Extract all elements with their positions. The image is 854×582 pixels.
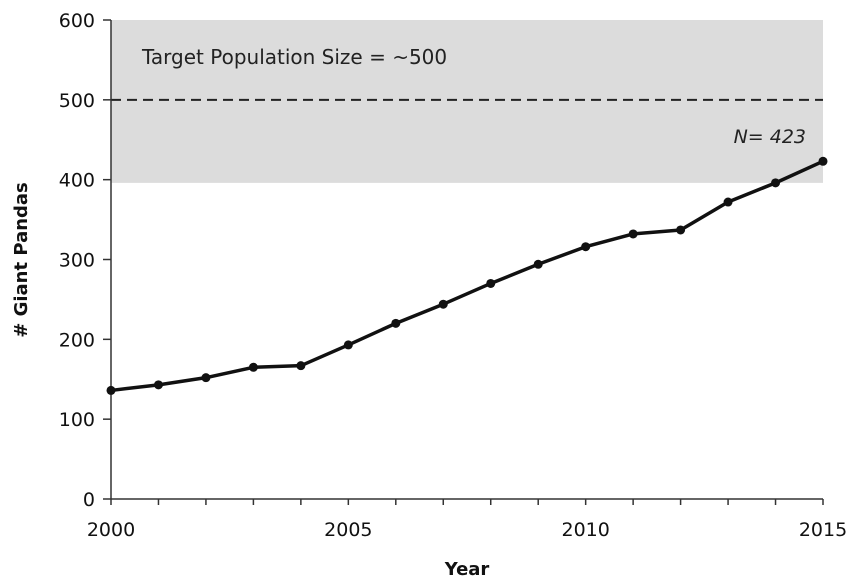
y-tick-label: 300 xyxy=(59,250,95,272)
x-axis: 2000 2005 2010 2015 xyxy=(87,498,847,541)
series-line xyxy=(110,159,824,393)
x-tick-label: 2005 xyxy=(324,519,372,541)
data-point xyxy=(201,373,211,383)
data-point xyxy=(771,178,781,188)
data-point xyxy=(248,362,258,372)
data-point xyxy=(391,318,401,328)
x-tick-label: 2015 xyxy=(799,519,847,541)
data-point xyxy=(533,259,543,269)
x-tick-label: 2000 xyxy=(87,519,135,541)
x-axis-title: Year xyxy=(444,559,490,580)
data-point xyxy=(818,156,828,166)
data-point xyxy=(723,197,733,207)
y-axis-title: # Giant Pandas xyxy=(11,182,32,338)
data-point xyxy=(153,380,163,390)
y-axis: 0 100 200 300 400 500 600 xyxy=(59,10,112,511)
data-point xyxy=(486,278,496,288)
y-tick-label: 500 xyxy=(59,90,95,112)
y-tick-label: 100 xyxy=(59,409,95,431)
data-point xyxy=(296,361,306,371)
series-line-group xyxy=(106,156,828,395)
y-tick-label: 400 xyxy=(59,170,95,192)
y-tick-label: 600 xyxy=(59,10,95,32)
n-annotation: N= 423 xyxy=(734,126,806,148)
y-tick-label: 200 xyxy=(59,329,95,351)
data-point xyxy=(581,242,591,252)
target-label: Target Population Size = ~500 xyxy=(141,45,447,69)
data-point xyxy=(106,385,116,395)
data-point xyxy=(343,340,353,350)
target-band xyxy=(111,20,823,183)
y-tick-label: 0 xyxy=(83,489,95,511)
data-point xyxy=(628,229,638,239)
data-point xyxy=(676,225,686,235)
x-tick-label: 2010 xyxy=(561,519,609,541)
data-point xyxy=(438,299,448,309)
